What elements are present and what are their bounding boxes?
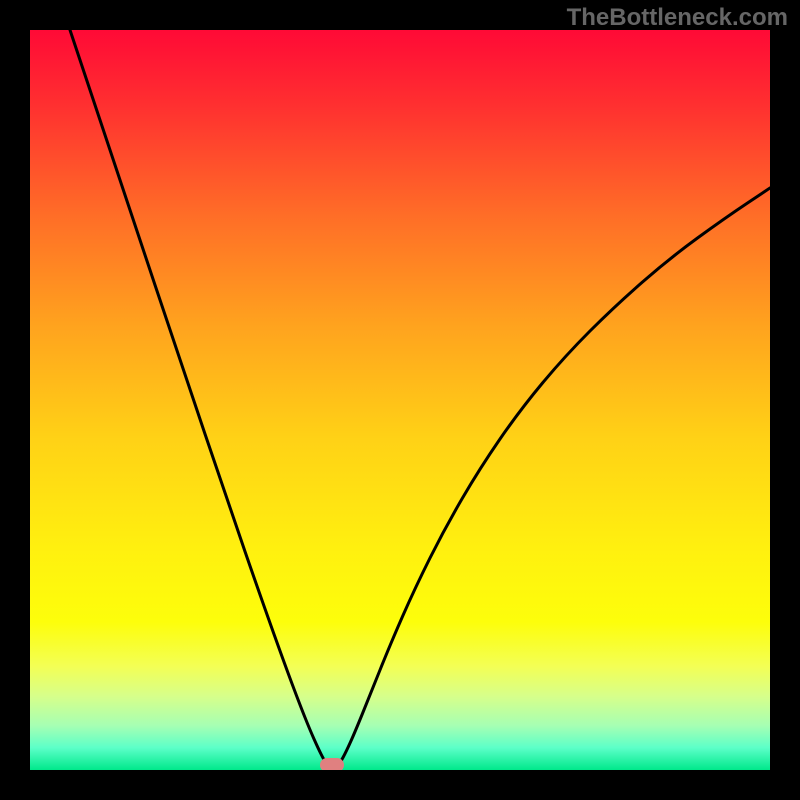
watermark-text: TheBottleneck.com <box>567 4 788 32</box>
bottleneck-curve <box>30 30 770 770</box>
optimal-point-marker <box>320 758 344 772</box>
chart-container: { "watermark": { "text": "TheBottleneck.… <box>0 0 800 800</box>
